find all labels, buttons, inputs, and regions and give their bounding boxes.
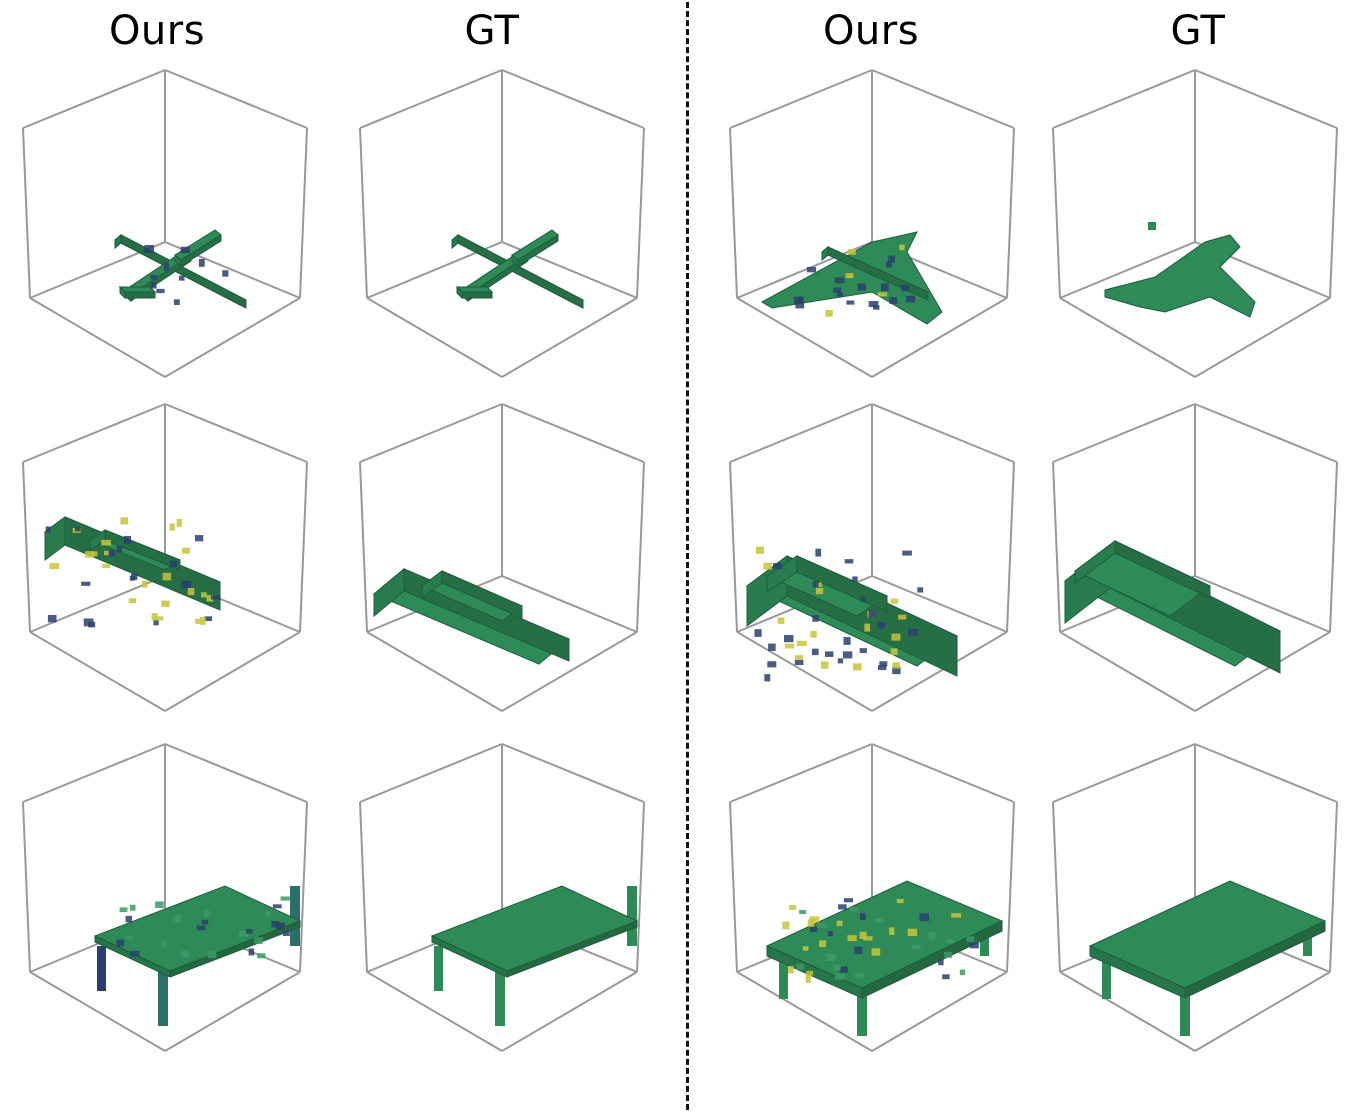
car-body-side [64,516,221,611]
voxel-panel-table-ours [722,736,1022,1056]
voxel-panel-table-ours [15,736,315,1056]
tail-top [118,286,157,293]
leg [1180,976,1190,1036]
leg [627,886,637,946]
voxel-render [359,403,645,712]
leg [290,886,300,946]
voxel-render [729,743,1015,1052]
tabletop-edge [506,920,638,978]
tail-front [119,285,126,300]
wing-right-front [511,253,519,268]
car-body-front [44,516,66,561]
voxel-render [1052,743,1338,1052]
voxel-panel-airplane-ours [15,62,315,382]
voxel-render [359,743,645,1052]
cross-wing [1104,234,1256,318]
column-header-ours-left: Ours [108,8,206,54]
tail-side [461,291,493,299]
tail-side [124,291,156,299]
bounding-box [729,69,1015,378]
stray-voxel [1148,222,1156,230]
voxel-render [729,403,1015,712]
bounding-box [22,403,308,712]
leg [857,976,867,1036]
leg [1102,954,1111,999]
column-header-ours-right: Ours [822,8,920,54]
voxel-panel-car-gt [1045,396,1345,716]
voxel-render [359,69,645,378]
voxel-panel-car-ours [722,396,1022,716]
voxel-panel-table-gt [352,736,652,1056]
voxel-panel-airplane-gt [352,62,652,382]
voxel-panel-car-gt [352,396,652,716]
fuselage-front [821,245,829,262]
dashed-divider [686,2,689,1110]
fuselage-front [451,233,459,250]
voxel-panel-airplane-ours [722,62,1022,382]
tabletop-edge [1184,920,1326,999]
bounding-box [22,69,308,378]
voxel-panel-airplane-gt [1045,62,1345,382]
leg [1303,926,1312,956]
voxel-render [22,69,308,378]
fuselage-front [114,233,122,250]
wing-right-front [174,253,182,268]
voxel-panel-table-gt [1045,736,1345,1056]
column-header-gt-right: GT [1170,8,1226,54]
leg [158,966,168,1026]
leg [980,926,989,956]
voxel-panel-car-ours [15,396,315,716]
leg [779,954,788,999]
leg [495,966,505,1026]
voxel-render [729,69,1015,378]
bounding-box [1052,69,1338,378]
car-cabin-front [421,570,443,599]
voxel-render [22,743,308,1052]
bounding-box [22,743,308,1052]
tail-front [456,285,463,300]
bounding-box [359,69,645,378]
column-header-gt-left: GT [464,8,520,54]
voxel-render [1052,69,1338,378]
suv-roof-front [1074,540,1116,584]
leg [434,946,443,991]
suv-roof-front [766,555,798,593]
car-body-front [373,567,405,618]
bounding-box [359,403,645,712]
tail-top [455,286,494,293]
leg [97,946,106,991]
voxel-render [1052,403,1338,712]
voxel-render [22,403,308,712]
